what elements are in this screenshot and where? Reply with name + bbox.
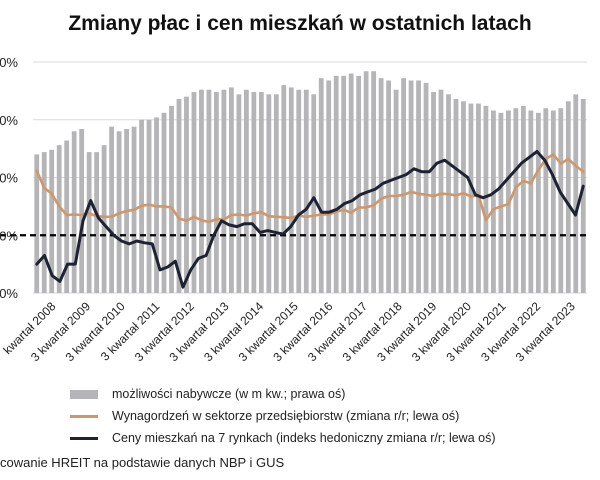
source-note: cowanie HREIT na podstawie danych NBP i …: [0, 455, 285, 470]
bar: [191, 92, 197, 293]
bar: [341, 75, 347, 293]
bar: [281, 85, 287, 293]
bar: [64, 140, 70, 293]
bar: [101, 145, 107, 293]
bar: [221, 89, 227, 293]
legend-label-prices: Ceny mieszkań na 7 rynkach (indeks hedon…: [112, 431, 496, 445]
housing-prices-line: [35, 150, 585, 289]
bar: [498, 112, 504, 293]
bar: [34, 154, 40, 293]
bar: [416, 80, 421, 293]
bar: [236, 94, 242, 293]
bar: [565, 101, 571, 294]
bar: [49, 149, 55, 293]
bar: [176, 98, 182, 294]
bar: [535, 112, 541, 293]
bar: [513, 108, 519, 293]
bar: [483, 105, 489, 293]
bar: [333, 75, 339, 293]
bar: [348, 73, 354, 293]
bar: [363, 71, 369, 294]
bar: [393, 89, 399, 293]
bar: [491, 110, 496, 293]
legend-item-prices: Ceny mieszkań na 7 rynkach (indeks hedon…: [70, 427, 496, 449]
bar: [461, 101, 466, 294]
legend-label-bars: możliwości nabywcze (w m kw.; prawa oś): [112, 387, 346, 401]
bar: [550, 110, 556, 293]
y-tick-label: 0%: [0, 228, 18, 243]
wages-line: [35, 153, 585, 224]
bar: [214, 92, 219, 293]
bar: [468, 103, 474, 293]
bar: [423, 82, 429, 293]
y-tick-label: 0%: [0, 286, 18, 301]
bar: [311, 94, 317, 293]
legend-item-wages: Wynagordzeń w sektorze przedsiębiorstw (…: [70, 405, 496, 427]
bar: [199, 89, 204, 293]
bar: [318, 78, 324, 293]
bar: [258, 92, 264, 293]
bar: [266, 94, 272, 293]
legend-label-wages: Wynagordzeń w sektorze przedsiębiorstw (…: [112, 409, 460, 423]
bar: [243, 89, 249, 293]
bar: [558, 108, 564, 293]
bar: [543, 108, 549, 293]
bar: [401, 78, 406, 293]
bar: [169, 105, 174, 293]
bar: [573, 94, 579, 293]
y-axis-ticks: 0% 0% 0% 0% 0%: [0, 55, 18, 301]
bar: [528, 110, 534, 293]
bar: [161, 112, 167, 293]
bar: [146, 119, 152, 293]
bar: [371, 71, 377, 294]
bar: [431, 92, 436, 293]
bar: [326, 80, 332, 293]
bar: [79, 128, 85, 293]
bar: [408, 80, 414, 293]
legend-swatch-prices: [70, 436, 98, 440]
bar: [296, 89, 302, 293]
bar: [303, 89, 309, 293]
gridlines: [33, 61, 587, 294]
line-series: [35, 150, 585, 289]
legend-item-bars: możliwości nabywcze (w m kw.; prawa oś): [70, 383, 496, 405]
bar: [109, 126, 115, 294]
y-tick-label: 0%: [0, 55, 18, 70]
bar: [273, 94, 279, 293]
bar: [184, 96, 189, 294]
bar: [228, 87, 234, 293]
y-tick-label: 0%: [0, 113, 18, 128]
bar: [71, 131, 77, 293]
legend-swatch-bars: [70, 389, 98, 399]
bar: [356, 75, 362, 293]
bar: [580, 98, 586, 294]
y-tick-label: 0%: [0, 171, 18, 186]
legend: możliwości nabywcze (w m kw.; prawa oś) …: [70, 383, 496, 449]
bar: [41, 152, 47, 293]
bar: [206, 89, 212, 293]
bar: [251, 92, 257, 293]
bar: [386, 80, 392, 293]
chart-title: Zmiany płac i cen mieszkań w ostatnich l…: [68, 12, 532, 35]
bar: [94, 152, 100, 293]
bar: [86, 152, 92, 293]
bar: [438, 89, 444, 293]
bar: [520, 105, 526, 293]
bar: [56, 145, 62, 293]
bar: [288, 87, 294, 293]
legend-swatch-wages: [70, 414, 98, 418]
